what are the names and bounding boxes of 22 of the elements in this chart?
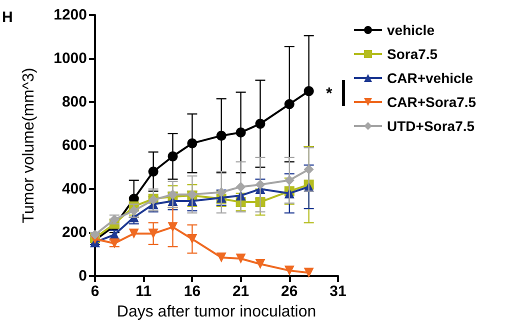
legend-label: UTD+Sora7.5 bbox=[387, 118, 475, 134]
legend-label: vehicle bbox=[387, 22, 435, 38]
y-axis-title: Tumor volume(mm^3) bbox=[20, 68, 38, 224]
y-tick-label: 400 bbox=[62, 180, 87, 198]
x-tick-label: 11 bbox=[136, 283, 152, 300]
legend-label: Sora7.5 bbox=[387, 46, 438, 62]
text: H bbox=[2, 9, 13, 26]
x-tick-label: 16 bbox=[184, 283, 201, 300]
y-tick-label: 0 bbox=[78, 268, 87, 284]
y-tick-label: 200 bbox=[62, 224, 87, 241]
y-tick-label: 1200 bbox=[54, 6, 87, 24]
legend-label: CAR+Sora7.5 bbox=[387, 94, 476, 110]
legend-label: CAR+vehicle bbox=[387, 70, 474, 86]
x-axis-title: Days after tumor inoculation bbox=[116, 303, 316, 320]
x-tick-label: 31 bbox=[330, 283, 346, 300]
x-tick-label: 6 bbox=[90, 283, 100, 300]
y-tick-label: 600 bbox=[62, 137, 87, 154]
x-tick-label: 21 bbox=[232, 283, 250, 300]
y-tick-label: 1000 bbox=[54, 50, 87, 67]
y-tick-label: 800 bbox=[62, 94, 87, 110]
annotation: * bbox=[326, 86, 333, 102]
x-tick-label: 26 bbox=[281, 283, 298, 300]
